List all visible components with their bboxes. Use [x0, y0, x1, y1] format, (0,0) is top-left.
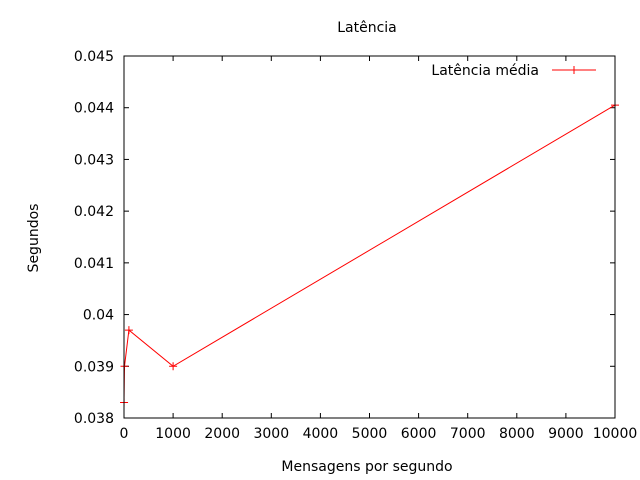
- y-tick-label: 0.039: [74, 359, 114, 375]
- data-point: [169, 362, 178, 371]
- x-tick-label: 1000: [155, 426, 191, 442]
- y-tick-label: 0.045: [74, 49, 114, 65]
- x-tick-label: 10000: [593, 426, 638, 442]
- series-line: [123, 104, 616, 403]
- y-axis-label: Segundos: [26, 204, 42, 273]
- x-tick-label: 6000: [401, 426, 437, 442]
- y-tick-label: 0.043: [74, 152, 114, 168]
- legend-marker: [570, 66, 578, 74]
- x-tick-label: 7000: [450, 426, 486, 442]
- legend: Latência média: [431, 63, 596, 79]
- x-tick-label: 3000: [253, 426, 289, 442]
- x-tick-label: 2000: [204, 426, 240, 442]
- x-tick-label: 4000: [303, 426, 339, 442]
- y-tick-label: 0.041: [74, 256, 114, 272]
- plot-frame: [123, 55, 616, 419]
- x-tick-label: 5000: [352, 426, 388, 442]
- plot-series: [120, 101, 619, 407]
- x-tick-label: 0: [120, 426, 129, 442]
- y-tick-label: 0.04: [83, 308, 114, 324]
- y-tick-label: 0.042: [74, 204, 114, 220]
- legend-label: Latência média: [431, 63, 539, 79]
- axis-ticks: 0 1000 2000 3000 4000 5000 6000 7000 8000 9000 100…: [74, 49, 637, 442]
- x-tick-label: 9000: [548, 426, 584, 442]
- chart-title: Latência: [337, 20, 397, 36]
- x-tick-label: 8000: [499, 426, 535, 442]
- data-point: [124, 326, 133, 335]
- x-axis-label: Mensagens por segundo: [281, 459, 452, 475]
- y-tick-label: 0.044: [74, 101, 114, 117]
- y-tick-label: 0.038: [74, 411, 114, 427]
